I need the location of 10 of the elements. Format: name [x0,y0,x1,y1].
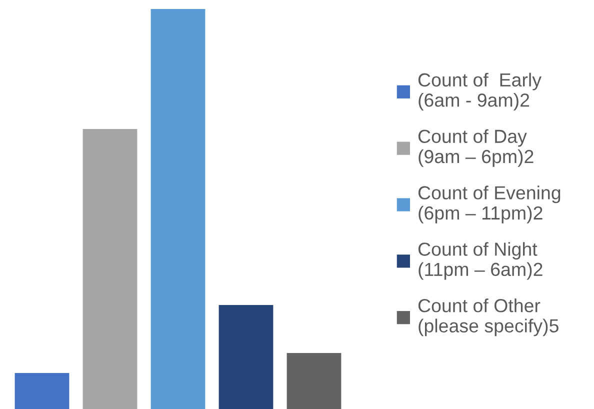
bar [218,305,274,409]
legend-label: Count of Other (please specify)5 [418,298,558,336]
legend-label: Count of Day (9am – 6pm)2 [418,129,534,167]
bar [82,129,138,409]
legend-label: Count of Night (11pm – 6am)2 [418,242,542,280]
legend-label: Count of Evening (6pm – 11pm)2 [418,186,560,224]
legend-label: Count of Early (6am - 9am)2 [418,72,542,110]
bar [14,373,70,409]
bar [286,353,342,409]
bar [150,9,206,409]
